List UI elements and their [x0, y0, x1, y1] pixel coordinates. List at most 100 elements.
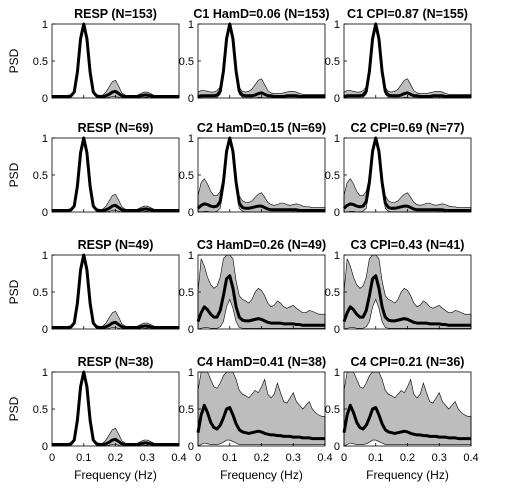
mean-psd-line — [342, 403, 471, 441]
y-tick-label: 1 — [334, 250, 340, 262]
mean-psd-line — [52, 22, 179, 99]
variability-band — [51, 137, 180, 213]
x-axis-label: Frequency (Hz) — [366, 468, 449, 482]
x-tick-label: 0.1 — [368, 452, 383, 464]
mean-psd-line — [343, 22, 471, 99]
subplot: C2 HamD=0.15 (N=69) 0 0.5 1 — [179, 121, 326, 219]
variability-band — [197, 371, 326, 447]
subplot-title: RESP (N=38) — [78, 355, 154, 369]
mean-psd-line — [196, 403, 325, 441]
y-tick-label: 0 — [42, 324, 48, 336]
variability-band — [197, 23, 326, 99]
y-tick-label: 1 — [188, 133, 194, 145]
y-tick-label: 0.5 — [33, 170, 48, 182]
y-tick-label: 1 — [188, 367, 194, 379]
subplot: RESP (N=49) 0 0.5 1 — [33, 238, 180, 336]
subplot: C1 HamD=0.06 (N=153) 0 0.5 1 — [179, 7, 330, 105]
subplot-title: C1 HamD=0.06 (N=153) — [193, 7, 329, 21]
subplot-title: C1 CPI=0.87 (N=155) — [347, 7, 468, 21]
x-tick-label: 0.2 — [108, 452, 123, 464]
x-tick-label: 0.2 — [400, 452, 415, 464]
subplot-title: RESP (N=69) — [78, 121, 154, 135]
variability-band — [51, 254, 180, 330]
y-tick-label: 0.5 — [179, 404, 194, 416]
y-tick-label: 0 — [188, 441, 194, 453]
y-tick-label: 0.5 — [179, 56, 194, 68]
subplot: C2 CPI=0.69 (N=77) 0 0.5 1 — [325, 121, 472, 219]
subplot-title: C4 CPI=0.21 (N=36) — [351, 355, 465, 369]
x-axis-label: Frequency (Hz) — [220, 468, 303, 482]
subplot-title: C3 CPI=0.43 (N=41) — [351, 238, 465, 252]
y-tick-label: 0 — [42, 207, 48, 219]
subplot-title: RESP (N=153) — [74, 7, 157, 21]
variability-band — [343, 371, 472, 447]
y-tick-label: 1 — [188, 250, 194, 262]
subplot: C3 CPI=0.43 (N=41) 0 0.5 1 — [325, 238, 472, 336]
subplot: C4 CPI=0.21 (N=36) 0 0.5 1 0 0.1 0.2 0.3 0.4 Freq… — [325, 355, 479, 482]
y-axis-label: PSD — [7, 396, 21, 421]
y-tick-label: 0 — [334, 324, 340, 336]
y-axis-label: PSD — [7, 279, 21, 304]
subplot: C1 CPI=0.87 (N=155) 0 0.5 1 — [325, 7, 472, 105]
y-tick-label: 1 — [42, 367, 48, 379]
subplot: RESP (N=38) 0 0.5 1 0 0.1 0.2 0.3 0.4 Frequency (… — [33, 355, 187, 482]
y-tick-label: 0 — [188, 93, 194, 105]
variability-band — [343, 23, 472, 99]
subplot-title: C2 HamD=0.15 (N=69) — [197, 121, 326, 135]
subplot-title: RESP (N=49) — [78, 238, 154, 252]
x-axis-label: Frequency (Hz) — [74, 468, 157, 482]
mean-psd-line — [196, 274, 325, 327]
y-tick-label: 1 — [334, 19, 340, 31]
y-axis-label: PSD — [7, 48, 21, 73]
variability-band — [343, 136, 472, 213]
y-tick-label: 0.5 — [325, 170, 340, 182]
y-tick-label: 0 — [334, 93, 340, 105]
x-tick-label: 0 — [49, 452, 55, 464]
y-tick-label: 0.5 — [325, 287, 340, 299]
subplot: C4 HamD=0.41 (N=38) 0 0.5 1 0 0.1 0.2 0.3 0.4 Fre… — [179, 355, 333, 482]
y-tick-label: 1 — [42, 133, 48, 145]
x-tick-label: 0 — [341, 452, 347, 464]
variability-band — [197, 136, 326, 213]
y-tick-label: 0 — [42, 441, 48, 453]
y-tick-label: 1 — [42, 250, 48, 262]
mean-psd-line — [342, 274, 471, 327]
y-tick-label: 0.5 — [325, 56, 340, 68]
subplot: RESP (N=69) 0 0.5 1 — [33, 121, 180, 219]
y-tick-label: 1 — [334, 367, 340, 379]
x-tick-label: 0.3 — [286, 452, 301, 464]
mean-psd-line — [342, 136, 471, 213]
x-tick-label: 0.4 — [317, 452, 332, 464]
y-tick-label: 1 — [188, 19, 194, 31]
y-axis-label: PSD — [7, 162, 21, 187]
mean-psd-line — [52, 253, 179, 330]
x-tick-label: 0.2 — [254, 452, 269, 464]
variability-band — [51, 23, 180, 99]
subplot-title: C4 HamD=0.41 (N=38) — [197, 355, 326, 369]
y-tick-label: 0.5 — [179, 287, 194, 299]
subplot: C3 HamD=0.26 (N=49) 0 0.5 1 — [179, 238, 326, 336]
y-tick-label: 1 — [42, 19, 48, 31]
y-tick-label: 0 — [334, 441, 340, 453]
x-tick-label: 0.4 — [171, 452, 186, 464]
variability-band — [51, 371, 180, 447]
x-tick-label: 0 — [195, 452, 201, 464]
mean-psd-line — [197, 22, 325, 99]
subplot-title: C2 CPI=0.69 (N=77) — [351, 121, 465, 135]
y-tick-label: 0.5 — [179, 170, 194, 182]
x-tick-label: 0.3 — [432, 452, 447, 464]
y-tick-label: 0 — [188, 207, 194, 219]
y-tick-label: 0.5 — [325, 404, 340, 416]
y-tick-label: 0.5 — [33, 287, 48, 299]
subplot: RESP (N=153) 0 0.5 1 — [33, 7, 180, 105]
y-tick-label: 0 — [188, 324, 194, 336]
y-tick-label: 0 — [42, 93, 48, 105]
y-tick-label: 0.5 — [33, 56, 48, 68]
x-tick-label: 0.4 — [463, 452, 478, 464]
y-tick-label: 0.5 — [33, 404, 48, 416]
mean-psd-line — [52, 370, 179, 447]
mean-psd-line — [52, 136, 179, 213]
x-tick-label: 0.3 — [140, 452, 155, 464]
x-tick-label: 0.1 — [222, 452, 237, 464]
